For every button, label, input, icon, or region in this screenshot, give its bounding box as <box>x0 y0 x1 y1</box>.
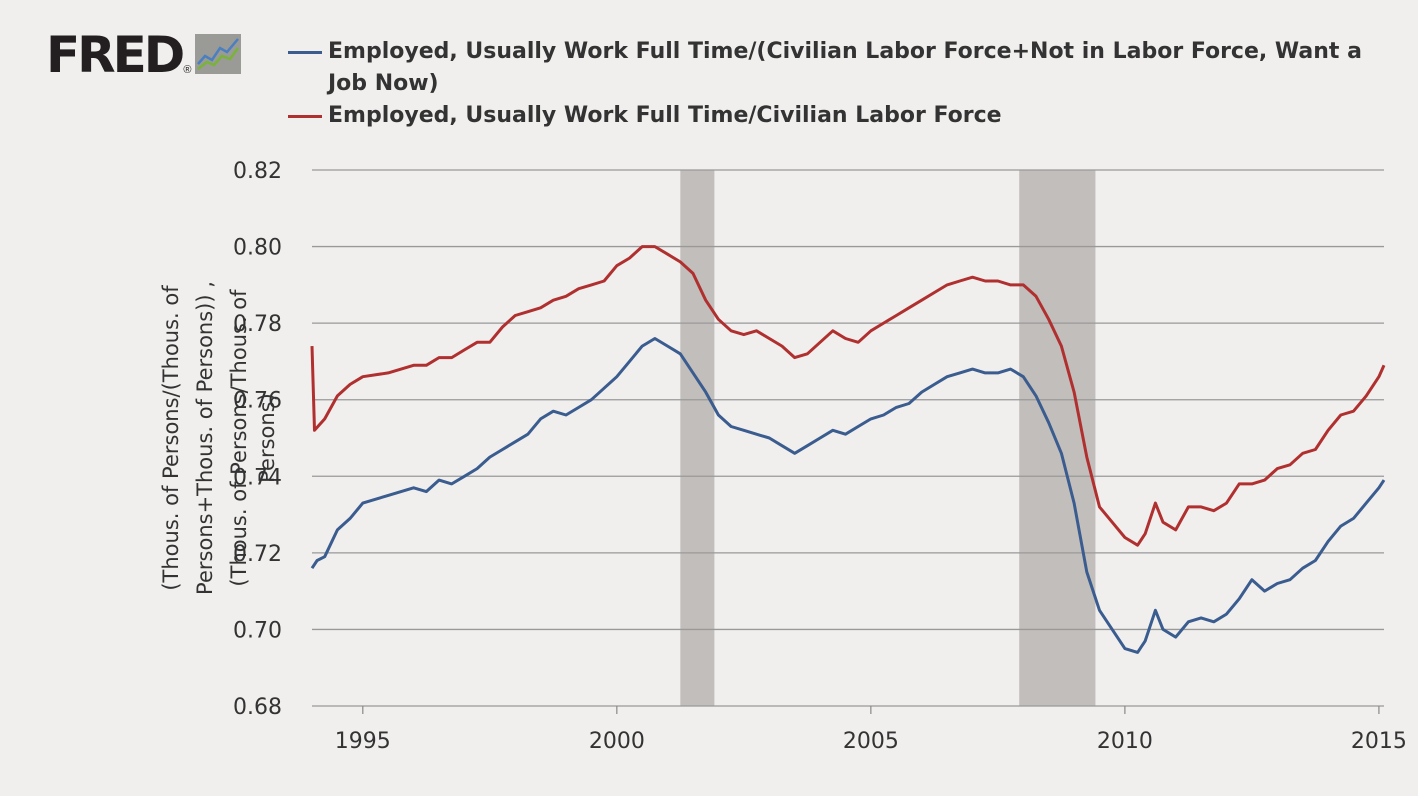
series-line-red <box>310 245 1386 547</box>
y-axis-label-line: Persons) <box>255 393 279 483</box>
line-chart-icon <box>195 34 242 74</box>
recession-band <box>680 170 715 706</box>
series-lines <box>310 245 1386 654</box>
legend-entry-blue: Employed, Usually Work Full Time/(Civili… <box>288 36 1408 100</box>
x-tick-label: 2005 <box>843 729 899 754</box>
y-tick-label: 0.68 <box>233 695 282 720</box>
y-tick-label: 0.74 <box>233 465 282 490</box>
x-tick-label: 2000 <box>589 729 645 754</box>
legend-swatch-red <box>288 115 322 118</box>
y-axis-ticks: 0.68 0.70 0.72 0.74 0.76 0.78 0.80 0.82 <box>233 159 282 720</box>
y-tick-label: 0.70 <box>233 618 282 643</box>
y-axis-label-line: (Thous. of Persons/Thous. of <box>227 289 251 587</box>
x-tick-label: 2010 <box>1097 729 1153 754</box>
y-axis-label-line: Persons+Thous. of Persons)) , <box>193 281 217 595</box>
legend-label-red: Employed, Usually Work Full Time/Civilia… <box>328 103 1002 128</box>
recession-bands <box>680 170 1096 706</box>
y-tick-label: 0.82 <box>233 159 282 184</box>
series-line-blue <box>310 337 1386 654</box>
x-axis-ticks: 1995 2000 2005 2010 2015 <box>335 706 1407 754</box>
y-tick-label: 0.72 <box>233 542 282 567</box>
y-axis-label: (Thous. of Persons/(Thous. of Persons+Tho… <box>159 281 279 595</box>
legend-swatch-blue <box>288 51 322 54</box>
y-axis-label-line: (Thous. of Persons/(Thous. of <box>159 285 183 591</box>
y-tick-label: 0.80 <box>233 236 282 261</box>
x-tick-label: 1995 <box>335 729 391 754</box>
fred-logo-text: FRED <box>46 26 185 84</box>
registered-mark: ® <box>183 64 192 76</box>
grid-lines <box>312 169 1384 707</box>
legend-label-blue: Employed, Usually Work Full Time/(Civili… <box>328 39 1362 96</box>
y-tick-label: 0.78 <box>233 312 282 337</box>
fred-logo: FRED ® <box>46 26 242 84</box>
legend-entry-red: Employed, Usually Work Full Time/Civilia… <box>288 100 1408 132</box>
chart-legend: Employed, Usually Work Full Time/(Civili… <box>288 36 1408 132</box>
y-tick-label: 0.76 <box>233 389 282 414</box>
x-tick-label: 2015 <box>1351 729 1407 754</box>
